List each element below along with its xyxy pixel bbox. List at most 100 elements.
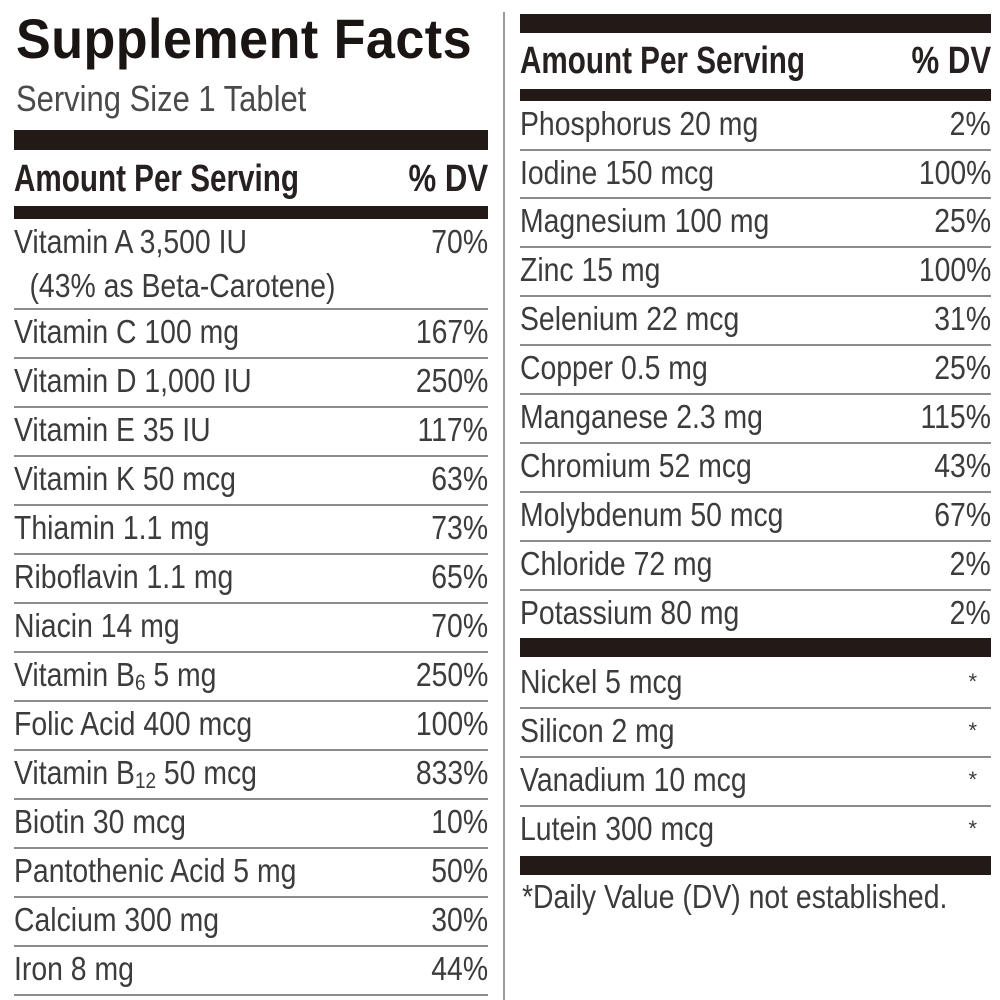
supplement-facts-right-column: Amount Per Serving % DV Phosphorus 20 mg… bbox=[520, 0, 991, 1000]
thick-divider-top-right bbox=[520, 14, 991, 33]
nutrient-name: Vitamin B12 50 mcg bbox=[14, 754, 257, 793]
supplement-facts-left-column: Supplement Facts Serving Size 1 Tablet A… bbox=[14, 0, 488, 1000]
nutrient-dv: 63% bbox=[431, 460, 488, 497]
nutrient-row-biotin: Biotin 30 mcg 10% bbox=[14, 800, 488, 849]
nutrient-row-molybdenum: Molybdenum 50 mcg 67% bbox=[520, 493, 991, 542]
nutrient-row-iron: Iron 8 mg 44% bbox=[14, 947, 488, 996]
nutrient-dv: 65% bbox=[431, 558, 488, 595]
nutrient-row-vitamin-b6: Vitamin B6 5 mg 250% bbox=[14, 653, 488, 702]
nutrient-name: Vitamin K 50 mcg bbox=[14, 460, 236, 497]
asterisk-dv: * bbox=[968, 816, 977, 841]
nutrient-dv: 250% bbox=[415, 656, 488, 693]
nutrient-dv: 167% bbox=[415, 313, 488, 350]
nutrient-dv: 117% bbox=[417, 411, 488, 448]
thick-divider-header-right bbox=[520, 89, 991, 101]
nutrient-name: Biotin 30 mcg bbox=[14, 803, 186, 840]
nutrient-name: Copper 0.5 mg bbox=[520, 349, 708, 386]
nutrient-name: Iron 8 mg bbox=[14, 950, 134, 987]
nutrient-row-vitamin-a: Vitamin A 3,500 IU (43% as Beta-Carotene… bbox=[14, 220, 488, 310]
column-header-right: Amount Per Serving % DV bbox=[520, 34, 991, 88]
nutrient-name: Zinc 15 mg bbox=[520, 251, 661, 288]
nutrient-dv: 31% bbox=[934, 300, 991, 337]
nutrient-name: Potassium 80 mg bbox=[520, 594, 740, 631]
nutrient-list-left: Vitamin A 3,500 IU (43% as Beta-Carotene… bbox=[14, 220, 488, 996]
nutrient-name: Vitamin E 35 IU bbox=[14, 411, 211, 448]
nutrient-dv: 70% bbox=[431, 607, 488, 644]
nutrient-name: Vitamin D 1,000 IU bbox=[14, 362, 252, 399]
nutrient-name: Riboflavin 1.1 mg bbox=[14, 558, 234, 595]
nutrient-row-phosphorus: Phosphorus 20 mg 2% bbox=[520, 102, 991, 151]
nutrient-name: Chloride 72 mg bbox=[520, 545, 713, 582]
ingredient-row-silicon: Silicon 2 mg * bbox=[520, 709, 991, 758]
nutrient-dv: 100% bbox=[918, 251, 991, 288]
nutrient-name: Iodine 150 mcg bbox=[520, 154, 715, 191]
footnote-dv-not-established: *Daily Value (DV) not established. bbox=[522, 878, 948, 915]
other-ingredients-list: Nickel 5 mcg * Silicon 2 mg * Vanadium 1… bbox=[520, 660, 991, 853]
thick-divider-bottom bbox=[520, 856, 991, 875]
ingredient-row-nickel: Nickel 5 mcg * bbox=[520, 660, 991, 709]
asterisk-dv: * bbox=[968, 718, 977, 743]
nutrient-row-magnesium: Magnesium 100 mg 25% bbox=[520, 199, 991, 248]
nutrient-dv: 100% bbox=[415, 705, 488, 742]
nutrient-name: Phosphorus 20 mg bbox=[520, 105, 759, 142]
nutrient-name: Selenium 22 mcg bbox=[520, 300, 740, 337]
nutrient-row-iodine: Iodine 150 mcg 100% bbox=[520, 151, 991, 199]
nutrient-row-zinc: Zinc 15 mg 100% bbox=[520, 248, 991, 297]
thick-divider-header bbox=[14, 206, 488, 219]
nutrient-dv: 2% bbox=[949, 594, 991, 631]
ingredient-name: Vanadium 10 mcg bbox=[520, 761, 747, 798]
nutrient-name: Folic Acid 400 mcg bbox=[14, 705, 253, 742]
header-amount-per-serving: Amount Per Serving bbox=[520, 39, 805, 82]
nutrient-row-vitamin-k: Vitamin K 50 mcg 63% bbox=[14, 457, 488, 506]
nutrient-dv: 70% bbox=[431, 223, 488, 260]
nutrient-dv: 2% bbox=[949, 545, 991, 582]
nutrient-row-selenium: Selenium 22 mcg 31% bbox=[520, 297, 991, 346]
nutrient-dv: 2% bbox=[949, 105, 991, 142]
nutrient-row-vitamin-c: Vitamin C 100 mg 167% bbox=[14, 310, 488, 359]
nutrient-row-thiamin: Thiamin 1.1 mg 73% bbox=[14, 506, 488, 555]
header-percent-dv: % DV bbox=[911, 39, 991, 82]
nutrient-name: Vitamin B6 5 mg bbox=[14, 656, 217, 695]
nutrient-row-riboflavin: Riboflavin 1.1 mg 65% bbox=[14, 555, 488, 604]
nutrient-dv: 25% bbox=[934, 349, 991, 386]
serving-size: Serving Size 1 Tablet bbox=[16, 78, 307, 119]
nutrient-name: Vitamin A 3,500 IU bbox=[14, 223, 247, 260]
nutrient-dv: 250% bbox=[415, 362, 488, 399]
asterisk-dv: * bbox=[968, 767, 977, 792]
ingredient-row-vanadium: Vanadium 10 mcg * bbox=[520, 758, 991, 807]
header-percent-dv: % DV bbox=[408, 157, 488, 200]
nutrient-name: Vitamin C 100 mg bbox=[14, 313, 240, 350]
nutrient-row-manganese: Manganese 2.3 mg 115% bbox=[520, 395, 991, 444]
nutrient-dv: 67% bbox=[934, 496, 991, 533]
nutrient-dv: 833% bbox=[415, 754, 488, 791]
nutrient-name: Manganese 2.3 mg bbox=[520, 398, 763, 435]
nutrient-dv: 30% bbox=[431, 901, 488, 938]
nutrient-name: Chromium 52 mcg bbox=[520, 447, 752, 484]
nutrient-note: (43% as Beta-Carotene) bbox=[29, 267, 336, 304]
ingredient-name: Lutein 300 mcg bbox=[520, 810, 715, 847]
column-divider bbox=[503, 12, 505, 1000]
nutrient-dv: 25% bbox=[934, 202, 991, 239]
nutrient-row-potassium: Potassium 80 mg 2% bbox=[520, 591, 991, 635]
nutrient-dv: 10% bbox=[431, 803, 488, 840]
nutrient-row-chloride: Chloride 72 mg 2% bbox=[520, 542, 991, 591]
nutrient-row-vitamin-e: Vitamin E 35 IU 117% bbox=[14, 408, 488, 457]
nutrient-row-pantothenic-acid: Pantothenic Acid 5 mg 50% bbox=[14, 849, 488, 898]
nutrient-name: Calcium 300 mg bbox=[14, 901, 220, 938]
header-amount-per-serving: Amount Per Serving bbox=[14, 157, 299, 200]
nutrient-row-chromium: Chromium 52 mcg 43% bbox=[520, 444, 991, 493]
nutrient-name: Magnesium 100 mg bbox=[520, 202, 770, 239]
ingredient-row-lutein: Lutein 300 mcg * bbox=[520, 807, 991, 853]
nutrient-name: Niacin 14 mg bbox=[14, 607, 180, 644]
label-title: Supplement Facts bbox=[16, 7, 473, 70]
ingredient-name: Nickel 5 mcg bbox=[520, 663, 683, 700]
nutrient-row-calcium: Calcium 300 mg 30% bbox=[14, 898, 488, 947]
thick-divider-top bbox=[14, 130, 488, 150]
nutrient-name: Thiamin 1.1 mg bbox=[14, 509, 210, 546]
nutrient-row-niacin: Niacin 14 mg 70% bbox=[14, 604, 488, 653]
nutrient-row-copper: Copper 0.5 mg 25% bbox=[520, 346, 991, 395]
nutrient-row-folic-acid: Folic Acid 400 mcg 100% bbox=[14, 702, 488, 751]
thick-divider-other bbox=[520, 638, 991, 657]
asterisk-dv: * bbox=[968, 669, 977, 694]
nutrient-dv: 73% bbox=[431, 509, 488, 546]
